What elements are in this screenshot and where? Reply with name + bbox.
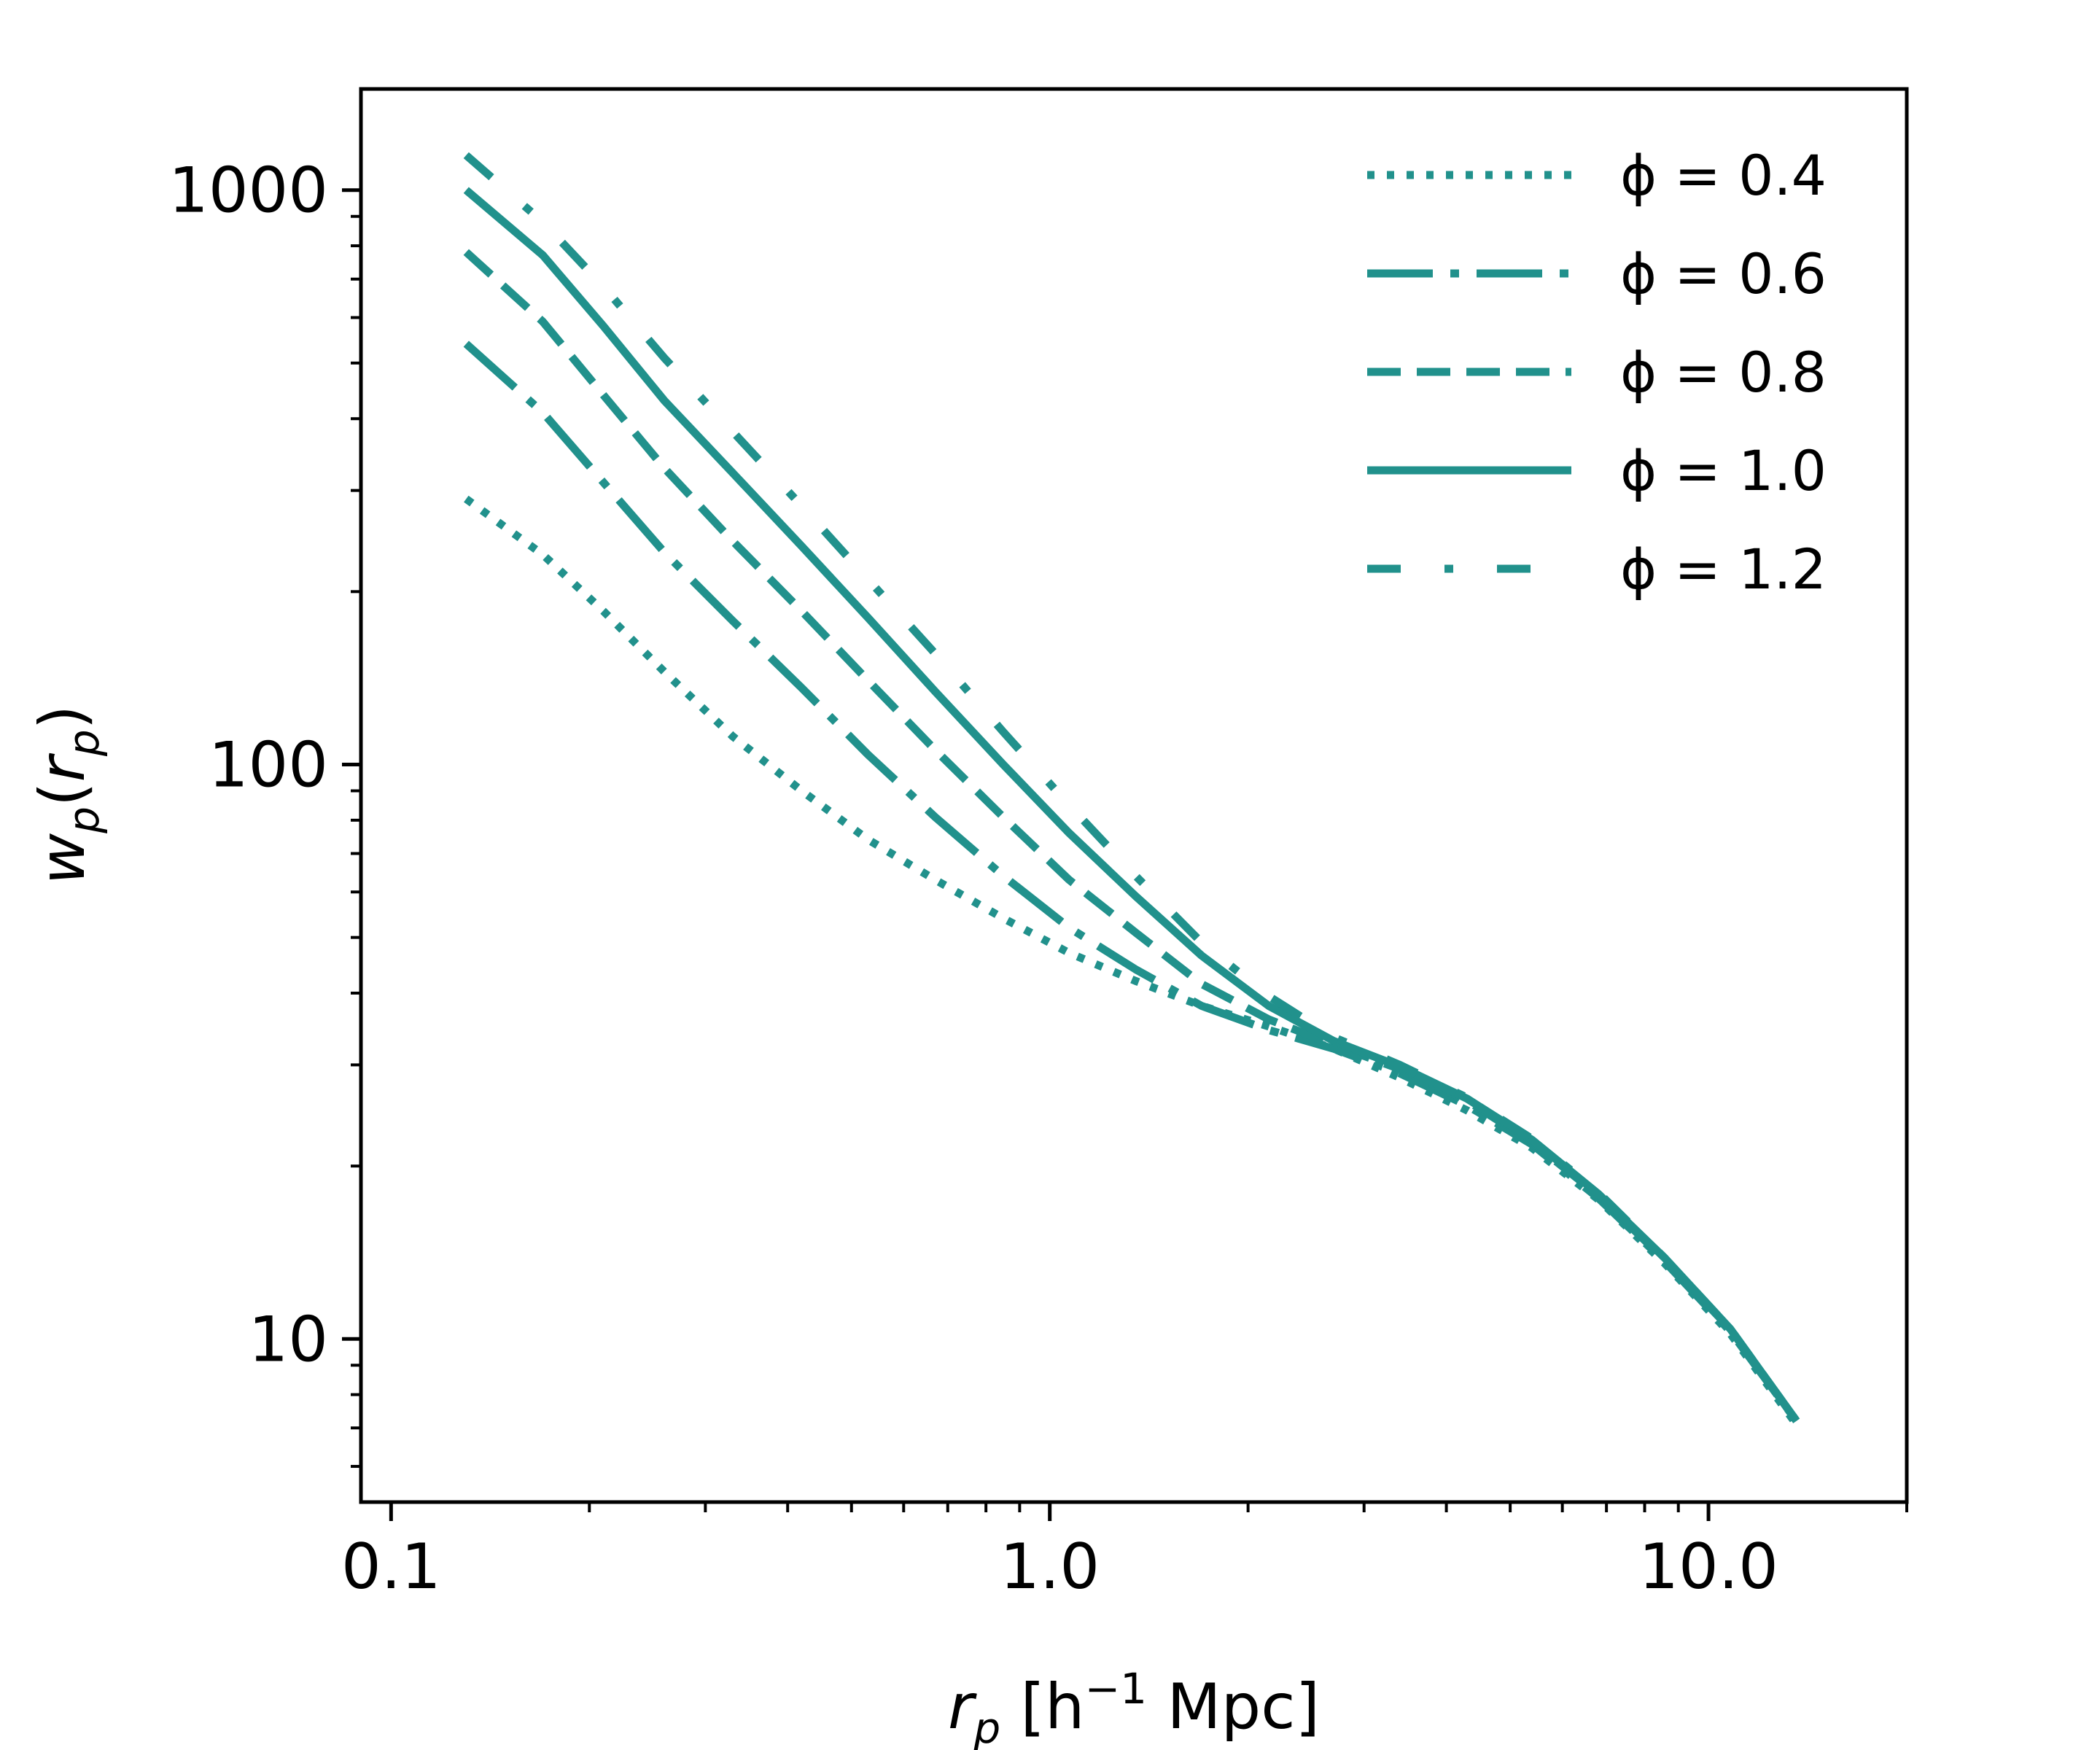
legend-label-phi-1.2: ϕ = 1.2 <box>1620 537 1827 602</box>
y-tick-label: 1000 <box>168 155 328 228</box>
plot-frame <box>359 87 1909 1504</box>
series-line-phi-0.6 <box>463 341 1800 1423</box>
y-axis-label: wp(rp) <box>26 705 109 884</box>
series-line-phi-0.4 <box>464 495 1800 1427</box>
series-line-phi-0.8 <box>463 249 1800 1423</box>
plot-lines <box>463 152 1800 1427</box>
y-tick-label: 100 <box>209 728 328 801</box>
x-tick-label: 1.0 <box>1000 1531 1100 1603</box>
y-tick-label: 10 <box>249 1303 328 1376</box>
legend-label-phi-1.0: ϕ = 1.0 <box>1620 438 1827 503</box>
legend-label-phi-0.4: ϕ = 0.4 <box>1620 143 1827 208</box>
x-tick-label: 0.1 <box>341 1531 441 1603</box>
series-line-phi-1.2 <box>463 152 1800 1423</box>
legend: ϕ = 0.4 ϕ = 0.6 ϕ = 0.8 ϕ = 1.0 ϕ = 1.2 <box>1367 143 1827 602</box>
series-line-phi-1.0 <box>463 187 1800 1423</box>
legend-label-phi-0.8: ϕ = 0.8 <box>1620 340 1827 405</box>
legend-label-phi-0.6: ϕ = 0.6 <box>1620 241 1827 306</box>
x-axis-label: rp [h−1 Mpc] <box>948 1664 1320 1750</box>
x-tick-label: 10.0 <box>1638 1531 1778 1603</box>
y-axis: 10 100 1000 <box>168 155 361 1469</box>
x-axis: 0.1 1.0 10.0 <box>341 1502 1908 1603</box>
